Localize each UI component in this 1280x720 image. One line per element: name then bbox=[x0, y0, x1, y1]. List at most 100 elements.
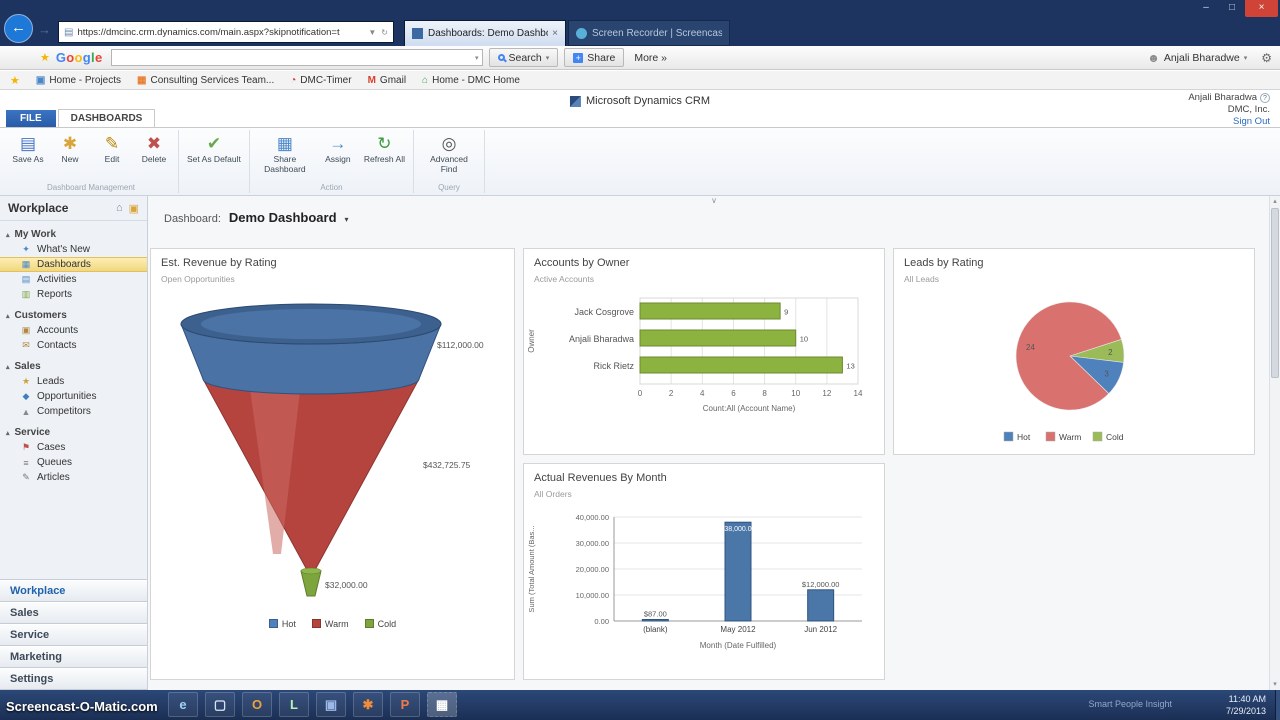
svg-text:Count:All (Account Name): Count:All (Account Name) bbox=[703, 404, 796, 413]
favorite-team-site[interactable]: ▦ Consulting Services Team... bbox=[137, 75, 274, 86]
scroll-up-icon[interactable]: ▴ bbox=[1273, 198, 1277, 205]
scrollbar-thumb[interactable] bbox=[1271, 208, 1279, 378]
close-button[interactable]: × bbox=[1245, 0, 1278, 17]
browser-tab-2[interactable]: Screen Recorder | Screencast-... bbox=[568, 20, 730, 46]
address-bar[interactable]: ▤ https://dmcinc.crm.dynamics.com/main.a… bbox=[58, 21, 394, 43]
section-header-service[interactable]: ▴ Service bbox=[0, 425, 147, 440]
internet-explorer-taskbar-button[interactable]: e bbox=[168, 692, 198, 717]
tools-icon: ✱ bbox=[362, 696, 374, 712]
favorite-home-projects[interactable]: ▣ Home - Projects bbox=[36, 75, 121, 86]
contacts-icon: ✉ bbox=[22, 340, 30, 350]
back-button[interactable]: ← bbox=[4, 14, 33, 43]
leads-by-rating-chart: 2 3 24 Hot Warm Cold bbox=[894, 286, 1254, 454]
sidebar-item-queues[interactable]: ≡ Queues bbox=[0, 455, 147, 470]
url-text[interactable]: https://dmcinc.crm.dynamics.com/main.asp… bbox=[77, 26, 340, 38]
ribbon-collapse-icon[interactable]: ∨ bbox=[711, 196, 717, 205]
advanced-find-button[interactable]: ◎ Advanced Find bbox=[422, 133, 476, 175]
share-dashboard-button[interactable]: ▦ Share Dashboard bbox=[258, 133, 312, 175]
funnel-warm-value: $432,725.75 bbox=[423, 460, 471, 470]
vertical-scrollbar[interactable]: ▴ ▾ bbox=[1269, 196, 1280, 690]
tab-dashboards[interactable]: DASHBOARDS bbox=[57, 109, 156, 127]
crm-user-area: Anjali Bharadwa? DMC, Inc. Sign Out bbox=[1188, 92, 1270, 128]
help-icon[interactable]: ? bbox=[1260, 93, 1270, 103]
nav-button-sales[interactable]: Sales bbox=[0, 602, 147, 624]
sidebar-item-contacts[interactable]: ✉ Contacts bbox=[0, 338, 147, 353]
section-header-customers[interactable]: ▴ Customers bbox=[0, 308, 147, 323]
folder-taskbar-button[interactable]: ▣ bbox=[316, 692, 346, 717]
favorites-bar: ★ ▣ Home - Projects ▦ Consulting Services T… bbox=[0, 71, 1280, 90]
ribbon-group-default: ✔ Set As Default bbox=[179, 130, 250, 193]
save-as-button[interactable]: ▤ Save As bbox=[12, 133, 44, 165]
sidebar-item-reports[interactable]: ▥ Reports bbox=[0, 287, 147, 302]
nav-button-marketing[interactable]: Marketing bbox=[0, 646, 147, 668]
toolbar-settings-icon[interactable]: ⚙ bbox=[1261, 50, 1272, 65]
new-button[interactable]: ✱ New bbox=[54, 133, 86, 165]
set-as-default-button[interactable]: ✔ Set As Default bbox=[187, 133, 241, 165]
search-history-dropdown-icon[interactable]: ▾ bbox=[474, 54, 479, 62]
home-icon[interactable]: ⌂ bbox=[115, 202, 123, 214]
sidebar-item-accounts[interactable]: ▣ Accounts bbox=[0, 323, 147, 338]
refresh-icon[interactable]: ↻ bbox=[381, 27, 388, 37]
google-search-input[interactable] bbox=[114, 51, 475, 64]
file-explorer-taskbar-button[interactable]: ▢ bbox=[205, 692, 235, 717]
edit-button[interactable]: ✎ Edit bbox=[96, 133, 128, 165]
scroll-down-icon[interactable]: ▾ bbox=[1273, 681, 1277, 688]
delete-button[interactable]: ✖ Delete bbox=[138, 133, 170, 165]
show-desktop-button[interactable] bbox=[1275, 690, 1280, 720]
search-dropdown-icon[interactable]: ▼ bbox=[368, 27, 377, 37]
labview-taskbar-button[interactable]: L bbox=[279, 692, 309, 717]
google-logo-letter: o bbox=[74, 50, 83, 65]
google-search-box[interactable]: ▾ bbox=[110, 49, 483, 66]
forward-button[interactable]: → bbox=[38, 22, 51, 37]
powerpoint-taskbar-button[interactable]: P bbox=[390, 692, 420, 717]
browser-tab-1[interactable]: Dashboards: Demo Dashbo... × bbox=[404, 20, 566, 46]
google-search-button[interactable]: Search ▾ bbox=[488, 48, 559, 67]
screen-recorder-taskbar-button[interactable]: ▦ bbox=[427, 692, 457, 717]
sidebar-title: Workplace bbox=[8, 201, 69, 215]
nav-button-workplace[interactable]: Workplace bbox=[0, 580, 147, 602]
nav-button-service[interactable]: Service bbox=[0, 624, 147, 646]
outlook-taskbar-button[interactable]: O bbox=[242, 692, 272, 717]
nav-button-label: Workplace bbox=[10, 585, 66, 597]
sidebar-item-dashboards[interactable]: ▦ Dashboards bbox=[0, 257, 147, 272]
svg-text:13: 13 bbox=[846, 362, 854, 371]
bookmark-star-icon[interactable]: ★ bbox=[40, 52, 50, 64]
nav-button-settings[interactable]: Settings bbox=[0, 668, 147, 690]
share-button[interactable]: + Share bbox=[564, 48, 625, 67]
taskbar-clock[interactable]: 11:40 AM 7/29/2013 bbox=[1226, 694, 1266, 717]
activities-icon: ▤ bbox=[21, 274, 31, 284]
sidebar-item-activities[interactable]: ▤ Activities bbox=[0, 272, 147, 287]
assign-icon: → bbox=[329, 134, 347, 153]
sidebar-section-my-work: ▴ My Work ✦ What's New ▦ Dashboards ▤ Activitie… bbox=[0, 227, 147, 302]
section-header-my-work[interactable]: ▴ My Work bbox=[0, 227, 147, 242]
section-header-sales[interactable]: ▴ Sales bbox=[0, 359, 147, 374]
cold-swatch-icon bbox=[364, 619, 374, 628]
refresh-all-button[interactable]: ↻ Refresh All bbox=[364, 133, 405, 165]
favorites-star-icon[interactable]: ★ bbox=[10, 74, 20, 87]
dashboard-name[interactable]: Demo Dashboard bbox=[228, 210, 337, 225]
more-button[interactable]: More » bbox=[634, 51, 668, 64]
favorite-gmail[interactable]: M Gmail bbox=[368, 75, 406, 86]
sidebar-item-what-s-new[interactable]: ✦ What's New bbox=[0, 242, 147, 257]
tab-file[interactable]: FILE bbox=[6, 110, 56, 127]
dashboard-dropdown-icon[interactable]: ▾ bbox=[344, 215, 349, 224]
tools-taskbar-button[interactable]: ✱ bbox=[353, 692, 383, 717]
assign-button[interactable]: → Assign bbox=[322, 133, 354, 165]
favorite-label: Consulting Services Team... bbox=[150, 74, 275, 86]
sidebar-item-cases[interactable]: ⚑ Cases bbox=[0, 440, 147, 455]
sidebar-item-opportunities[interactable]: ◆ Opportunities bbox=[0, 389, 147, 404]
search-options-caret-icon[interactable]: ▾ bbox=[545, 54, 550, 62]
close-tab-icon[interactable]: × bbox=[552, 28, 558, 39]
maximize-button[interactable]: □ bbox=[1228, 2, 1236, 13]
ribbon-buttons-row: ◎ Advanced Find bbox=[422, 133, 476, 180]
favorite-dmc-home[interactable]: ⌂ Home - DMC Home bbox=[422, 75, 520, 86]
browser-tabs: Dashboards: Demo Dashbo... × Screen Record… bbox=[404, 20, 730, 46]
favorite-timer[interactable]: ◔ DMC-Timer bbox=[290, 75, 351, 86]
quick-launch-icon[interactable]: ▣ bbox=[128, 202, 139, 215]
toolbar-account-menu[interactable]: ☻ Anjali Bharadwe ▾ bbox=[1147, 51, 1247, 65]
sidebar-item-leads[interactable]: ★ Leads bbox=[0, 374, 147, 389]
sidebar-item-articles[interactable]: ✎ Articles bbox=[0, 470, 147, 485]
minimize-button[interactable]: – bbox=[1203, 2, 1209, 13]
sidebar-item-competitors[interactable]: ▲ Competitors bbox=[0, 404, 147, 419]
sign-out-link[interactable]: Sign Out bbox=[1233, 115, 1270, 127]
